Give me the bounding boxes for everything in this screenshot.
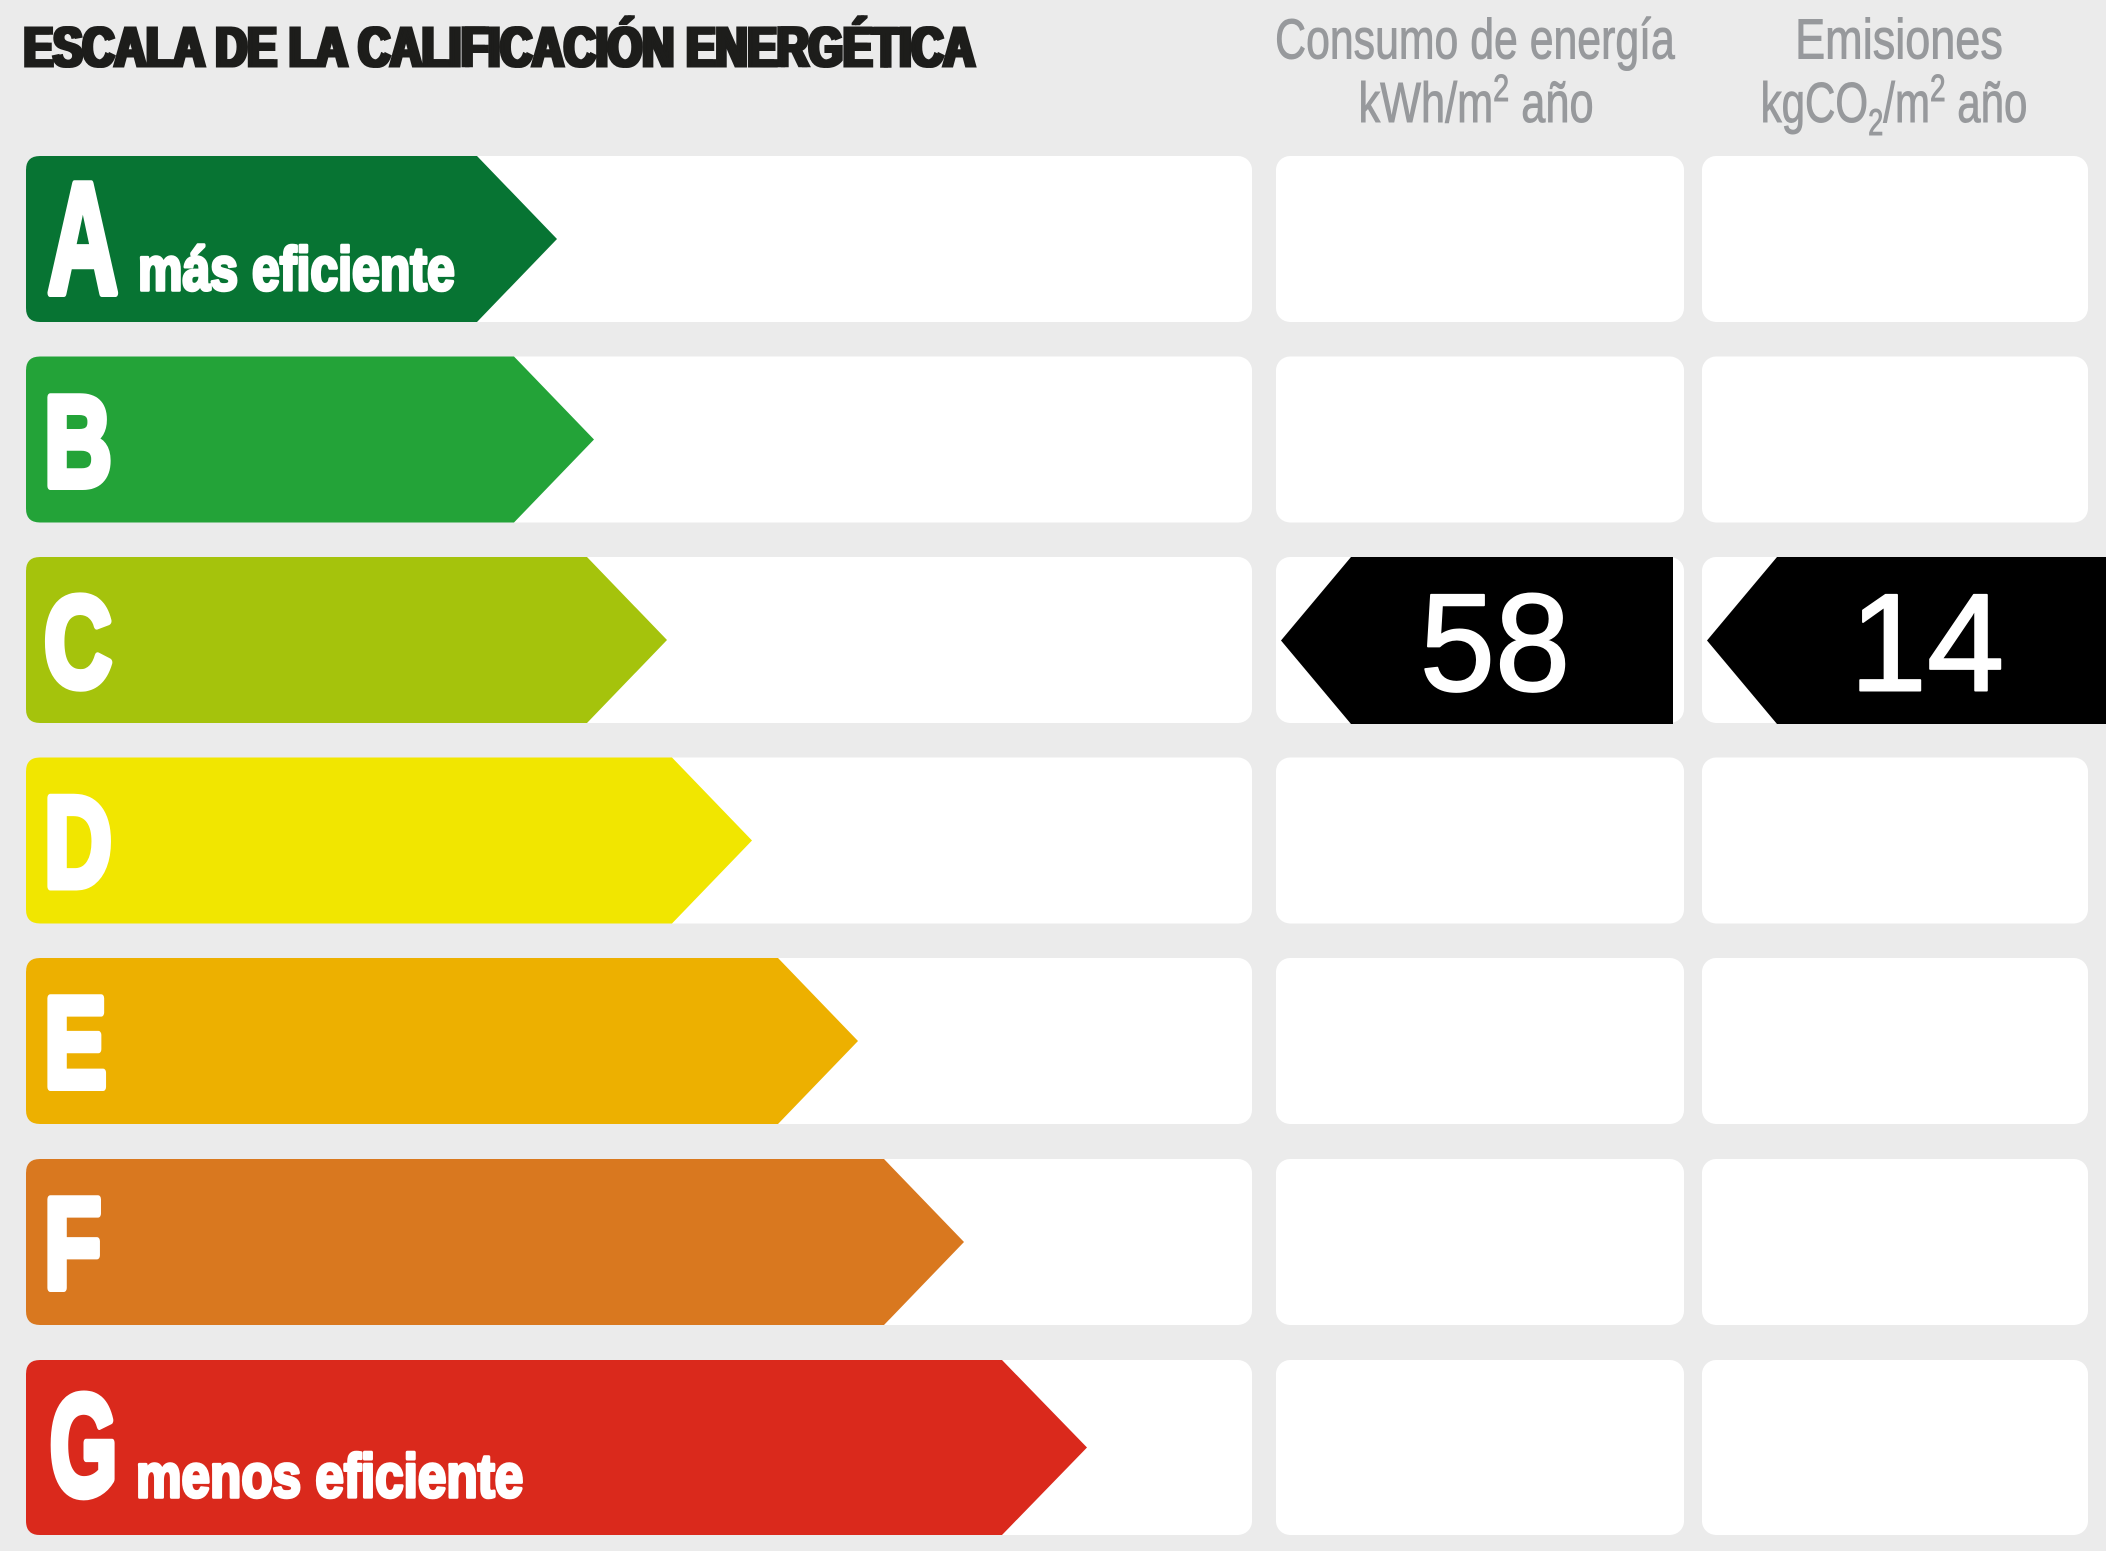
svg-text:Emisiones: Emisiones [1795, 8, 2003, 71]
svg-text:Consumo de energía: Consumo de energía [1275, 7, 1675, 71]
svg-text:C: C [44, 570, 112, 714]
svg-text:B: B [44, 369, 112, 513]
svg-text:más eficiente: más eficiente [138, 235, 455, 303]
svg-text:D: D [44, 770, 112, 914]
svg-text:E: E [44, 970, 107, 1114]
svg-text:kgCO2/m2 año: kgCO2/m2 año [1761, 68, 2028, 143]
svg-text:G: G [50, 1366, 118, 1527]
svg-text:14: 14 [1850, 566, 2005, 721]
svg-text:menos eficiente: menos eficiente [136, 1442, 523, 1510]
svg-text:58: 58 [1420, 566, 1570, 721]
svg-text:F: F [44, 1171, 102, 1315]
svg-text:A: A [48, 150, 119, 327]
svg-text:kWh/m2 año: kWh/m2 año [1358, 67, 1593, 134]
